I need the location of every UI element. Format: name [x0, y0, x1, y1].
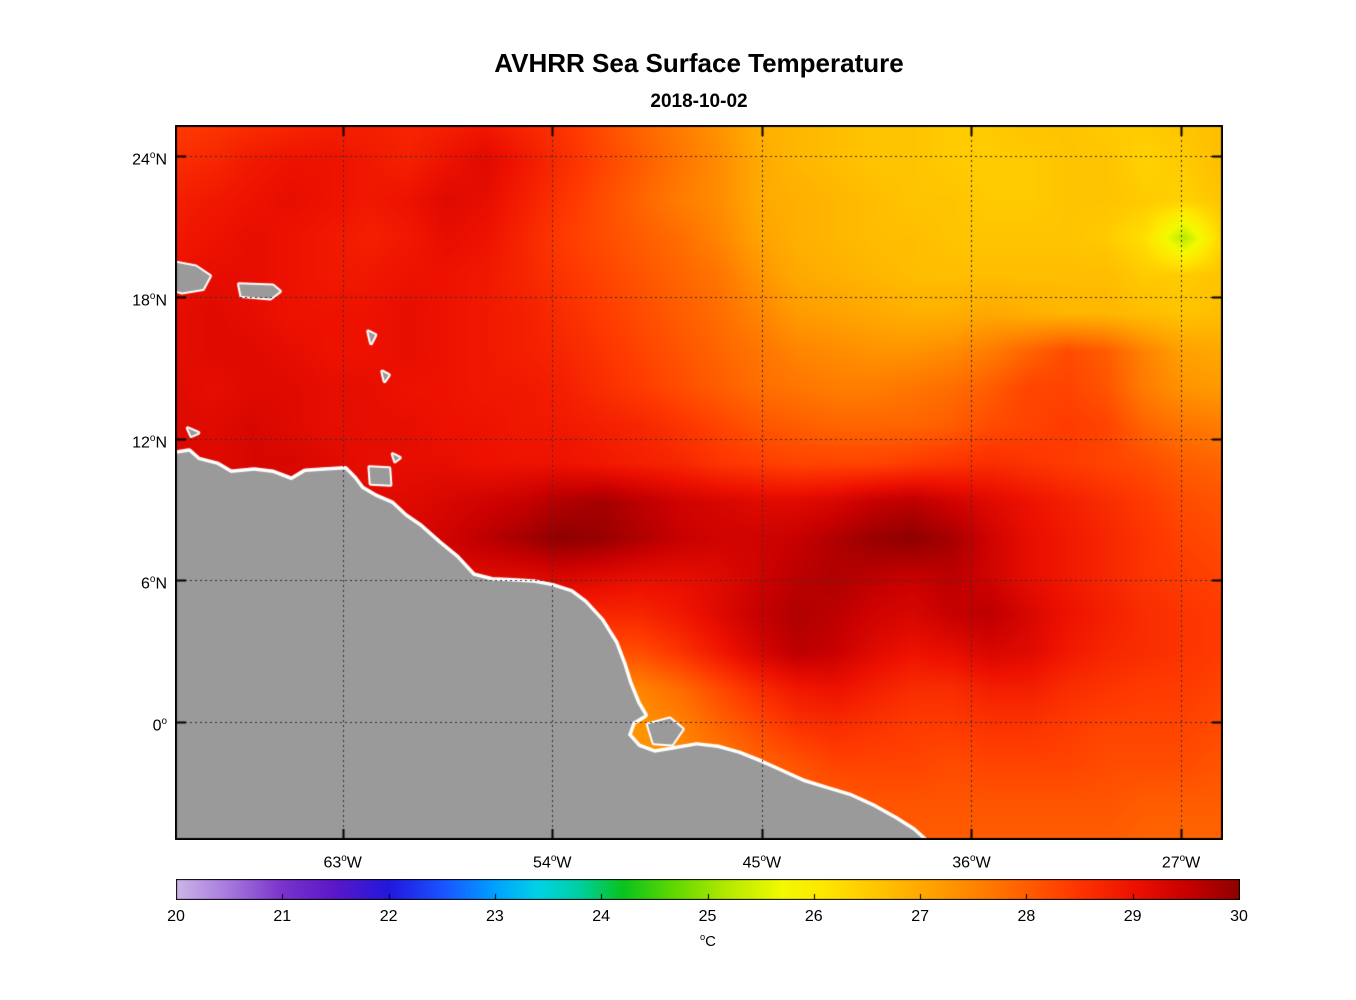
colorbar-tick-label: 21 — [273, 908, 292, 925]
colorbar-tick-label: 28 — [1017, 908, 1036, 925]
colorbar-tick-label: 24 — [592, 908, 611, 925]
x-tick-label: 36oW — [952, 853, 991, 872]
colorbar-tick-label: 23 — [485, 908, 504, 925]
colorbar-tick-label: 22 — [379, 908, 398, 925]
colorbar-tick-label: 29 — [1123, 908, 1142, 925]
colorbar-tick-label: 27 — [911, 908, 929, 925]
x-tick-label: 63oW — [323, 853, 362, 872]
colorbar-tick-label: 25 — [698, 908, 717, 925]
y-tick-label: 6oN — [141, 574, 167, 593]
x-tick-label: 45oW — [742, 853, 782, 872]
y-tick-label: 0o — [152, 716, 167, 735]
colorbar-canvas — [176, 879, 1240, 900]
colorbar-tick-label: 20 — [167, 908, 185, 925]
chart-title: AVHRR Sea Surface Temperature — [494, 48, 904, 78]
colorbar-unit-label: oC — [699, 932, 716, 950]
y-tick-label: 12oN — [132, 432, 167, 452]
x-tick-label: 54oW — [533, 853, 572, 872]
sst-map-canvas — [175, 125, 1223, 840]
colorbar-tick-label: 30 — [1230, 908, 1248, 925]
x-tick-label: 27oW — [1161, 853, 1201, 872]
chart-subtitle: 2018-10-02 — [650, 91, 748, 112]
y-tick-label: 24oN — [132, 149, 167, 168]
y-tick-label: 18oN — [132, 291, 167, 310]
colorbar-tick-label: 26 — [804, 908, 823, 925]
